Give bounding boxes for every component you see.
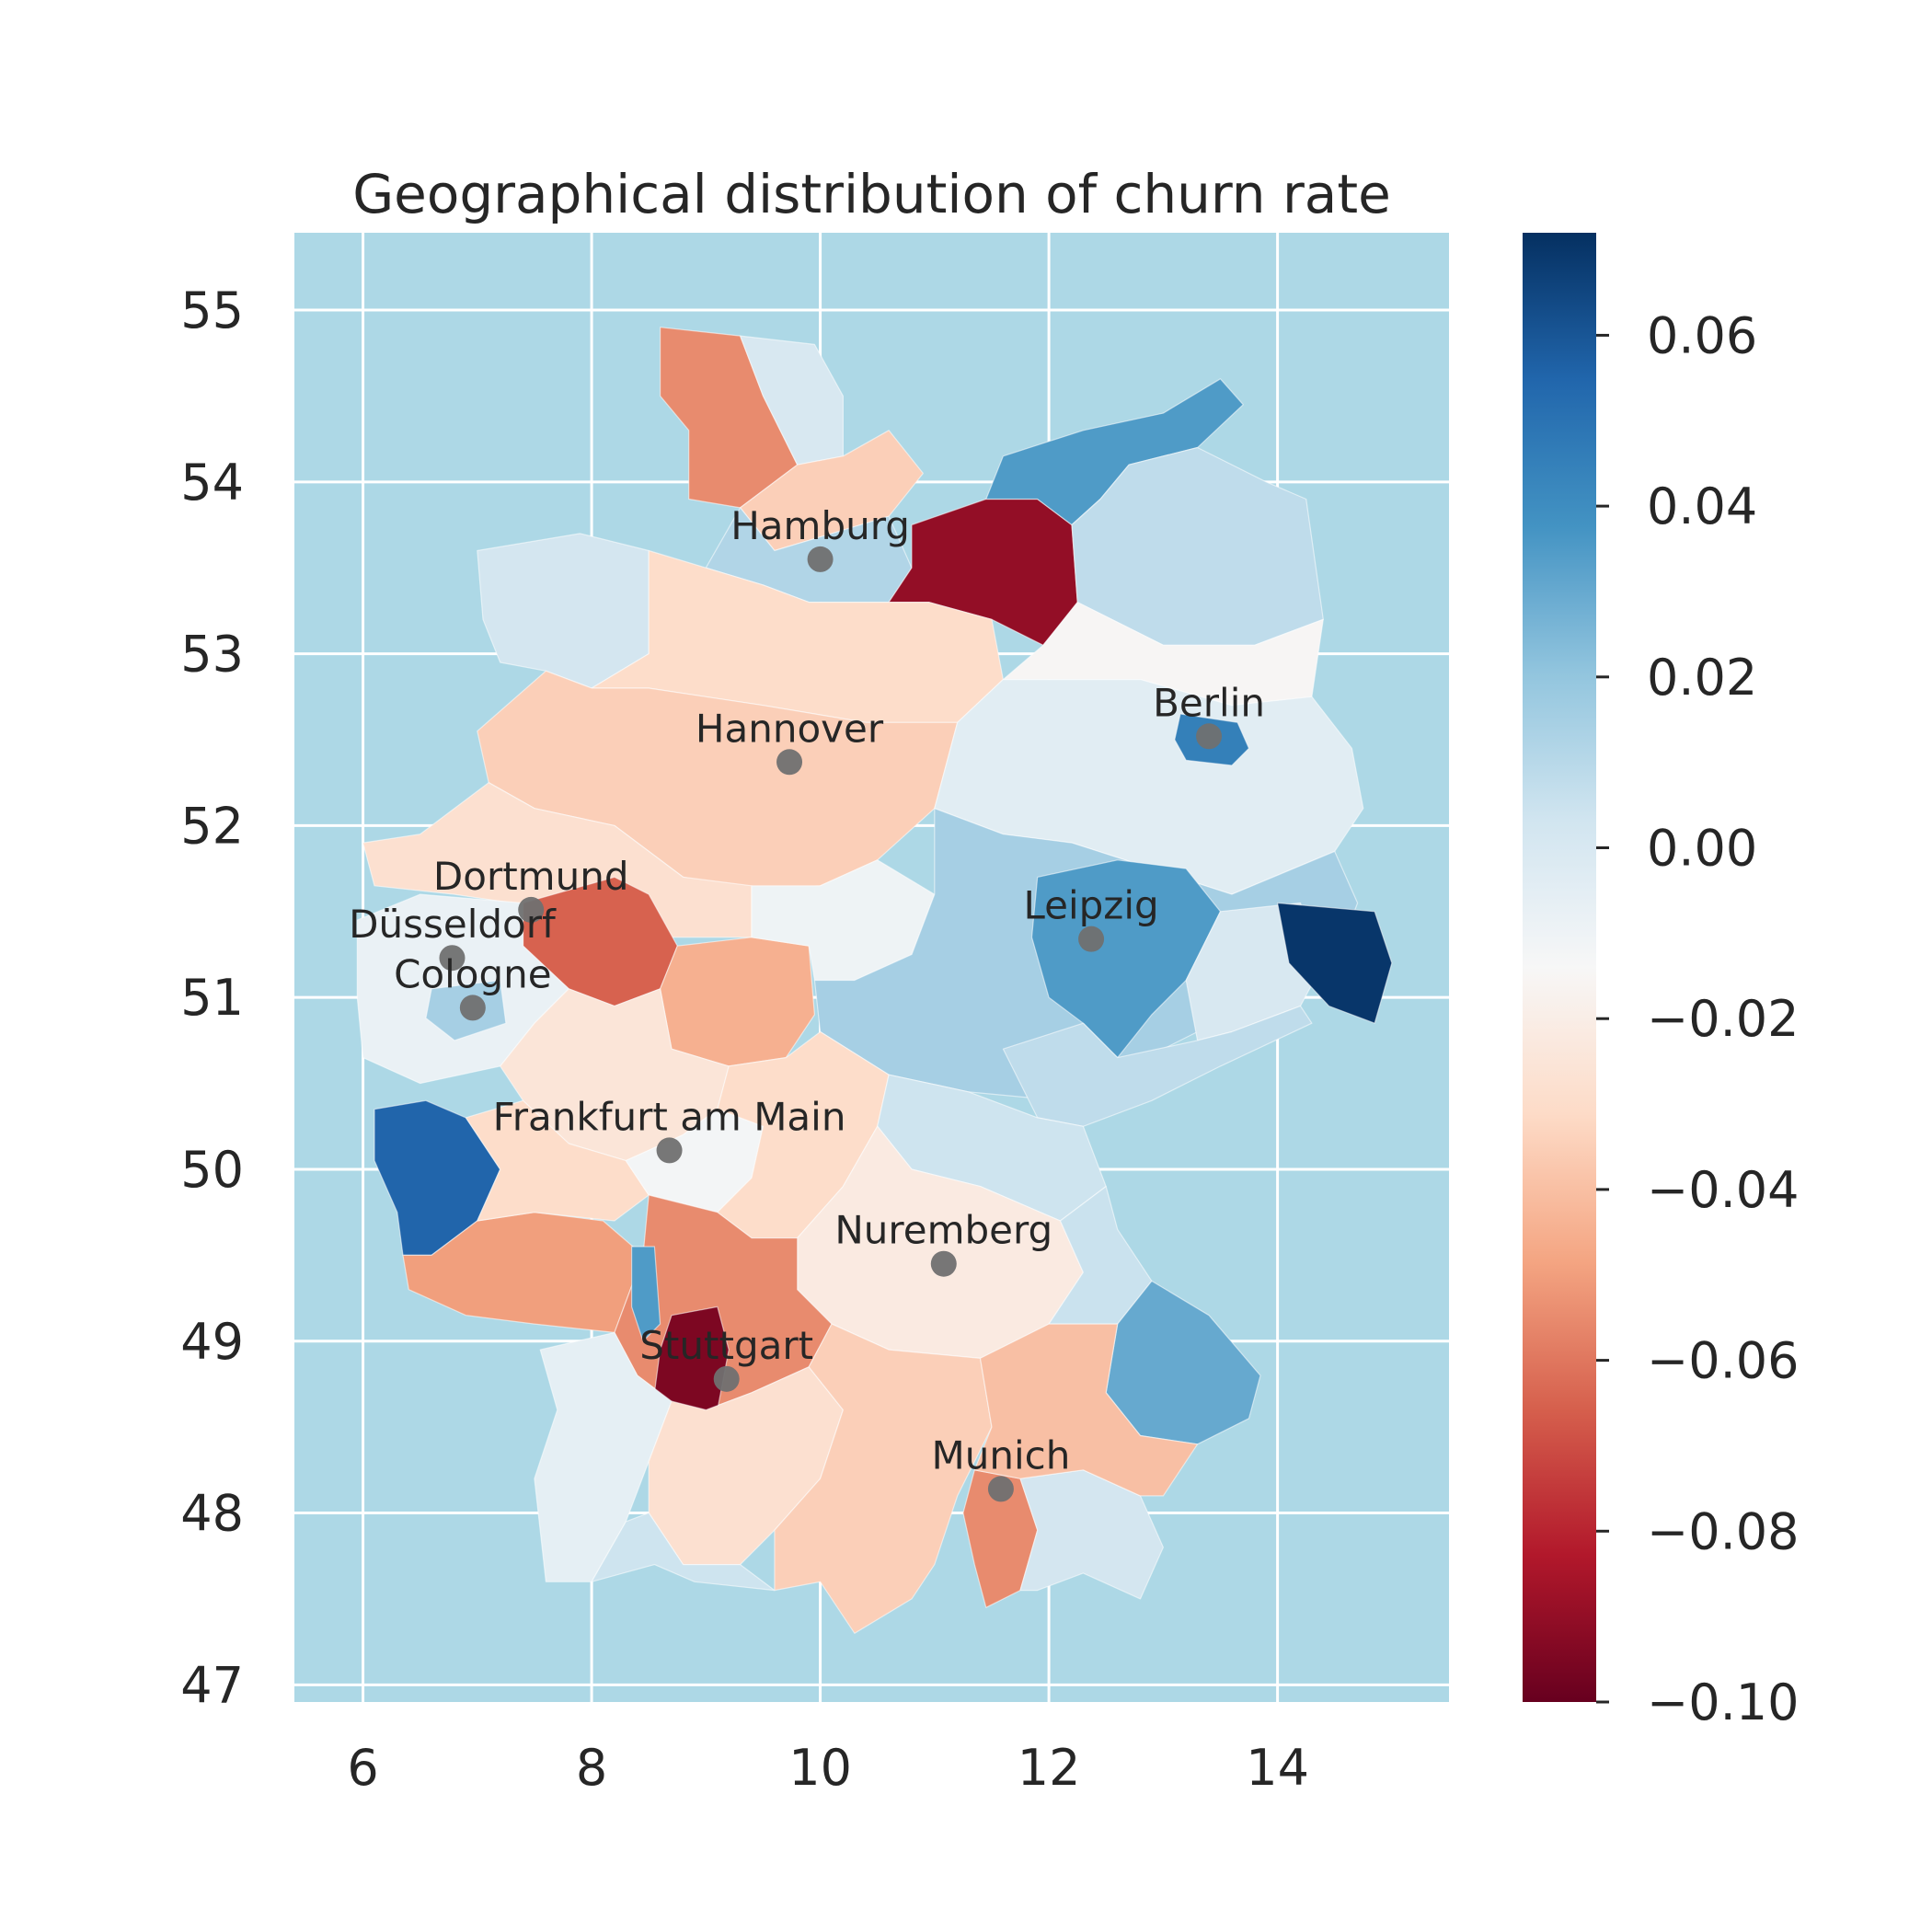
region-swabia-bavaria <box>774 1323 993 1634</box>
region-leipzig-region <box>1030 859 1222 1059</box>
region-hesse-north <box>659 937 816 1067</box>
y-tick-label: 54 <box>180 454 244 512</box>
city-marker <box>439 945 466 972</box>
city-marker <box>930 1250 957 1277</box>
x-tick-label: 12 <box>1018 1739 1081 1797</box>
city-marker <box>1196 723 1223 750</box>
y-tick-label: 55 <box>180 282 244 339</box>
region-ingolstadt-landshut <box>973 1323 1199 1497</box>
chart-title: Geographical distribution of churn rate <box>352 163 1391 225</box>
x-axis: 6 8 10 12 14 <box>347 1739 1309 1797</box>
city-layer: Hamburg Berlin Hannover DortmundDüsseldorfC… <box>349 503 1265 1502</box>
city-label: Dortmund <box>433 854 629 899</box>
city-label: Hannover <box>696 706 884 751</box>
y-tick-label: 49 <box>180 1313 244 1371</box>
colorbar-tick-label: −0.04 <box>1647 1161 1799 1219</box>
y-tick-label: 50 <box>180 1141 244 1199</box>
city-marker <box>987 1476 1014 1502</box>
colorbar-tick-label: 0.04 <box>1647 477 1757 535</box>
colorbar-tick-label: −0.10 <box>1647 1673 1799 1731</box>
city-label: Stuttgart <box>639 1323 813 1368</box>
city-marker <box>776 749 803 776</box>
colorbar-tick-label: 0.02 <box>1647 649 1757 707</box>
region-lusatia <box>1276 902 1393 1024</box>
colorbar: 0.06 0.04 0.02 0.00 −0.02 −0.04 −0.06 −0.08 −0.1… <box>1523 233 1799 1731</box>
colorbar-tick-label: 0.00 <box>1647 820 1757 878</box>
colorbar-tick-label: −0.08 <box>1647 1502 1799 1560</box>
x-tick-label: 14 <box>1246 1739 1309 1797</box>
region-layer <box>356 327 1393 1634</box>
colorbar-tick-label: −0.02 <box>1647 990 1799 1048</box>
city-label: Leipzig <box>1023 883 1158 928</box>
y-tick-label: 52 <box>180 797 244 855</box>
colorbar-gradient <box>1523 233 1596 1702</box>
city-marker <box>713 1365 740 1392</box>
region-mecklenburg-coast <box>985 378 1244 526</box>
city-marker <box>518 896 545 923</box>
city-label: Nuremberg <box>834 1208 1052 1253</box>
city-label: Munich <box>931 1432 1070 1478</box>
x-tick-label: 8 <box>576 1739 607 1797</box>
city-label: Cologne <box>394 951 552 996</box>
y-tick-label: 51 <box>180 969 244 1027</box>
city-label: Berlin <box>1153 680 1265 725</box>
city-label: Frankfurt am Main <box>493 1094 846 1139</box>
x-tick-label: 6 <box>347 1739 378 1797</box>
x-tick-label: 10 <box>788 1739 852 1797</box>
region-karlsruhe-strip <box>630 1246 661 1342</box>
city-marker <box>656 1137 683 1164</box>
colorbar-tick-label: 0.06 <box>1647 306 1757 364</box>
city-marker <box>1078 926 1105 952</box>
region-rhine-hesse <box>465 1099 650 1222</box>
city-marker <box>459 995 486 1021</box>
colorbar-tick-label: −0.06 <box>1647 1332 1799 1390</box>
y-tick-label: 48 <box>180 1485 244 1543</box>
y-axis: 47 48 49 50 51 52 53 54 55 <box>180 282 244 1714</box>
y-tick-label: 53 <box>180 626 244 684</box>
y-tick-label: 47 <box>180 1656 244 1714</box>
city-marker <box>807 546 834 572</box>
city-label: Düsseldorf <box>349 902 557 947</box>
city-label: Hamburg <box>730 503 910 548</box>
